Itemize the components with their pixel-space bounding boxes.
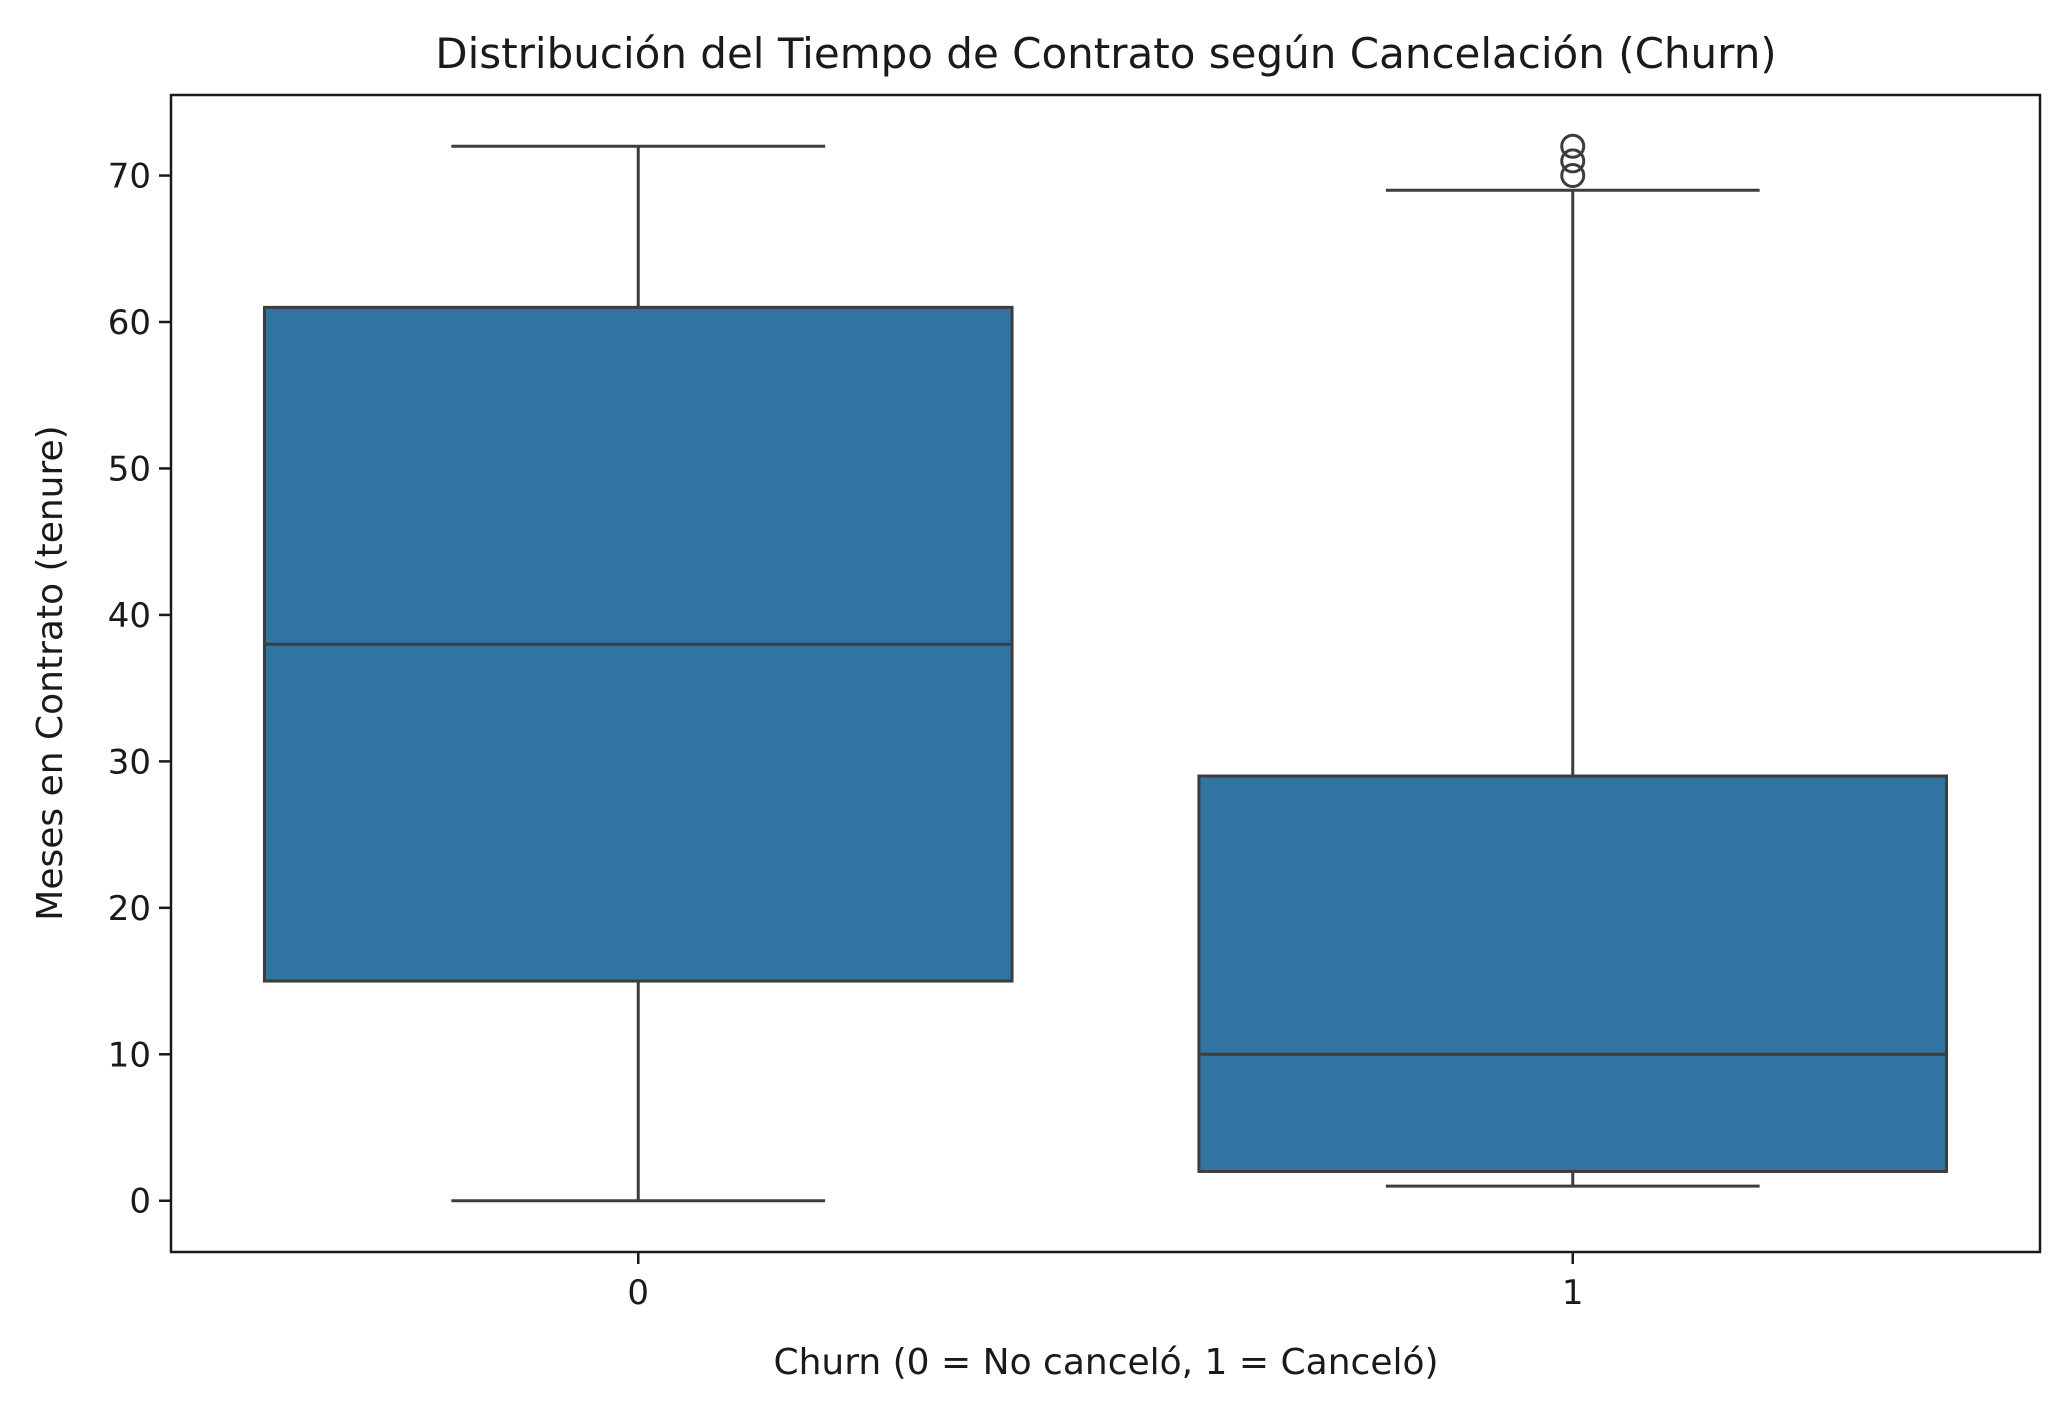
box-iqr [1197,774,1949,1173]
y-tick-label: 20 [108,889,151,929]
outlier-point [1560,148,1586,174]
y-tick-label: 30 [108,742,151,782]
x-tick-label: 1 [1562,1273,1584,1313]
y-tick-label: 50 [108,449,151,489]
box-group-0 [262,144,1014,1203]
y-tick-label: 10 [108,1035,151,1075]
x-tick-label: 0 [627,1273,649,1313]
y-tick-label: 70 [108,157,151,197]
outlier-point [1560,163,1586,189]
x-axis-label: Churn (0 = No canceló, 1 = Canceló) [773,1342,1438,1383]
y-tick-label: 0 [129,1182,151,1222]
y-axis-label: Meses en Contrato (tenure) [30,425,71,920]
y-tick-label: 40 [108,596,151,636]
outlier-point [1560,133,1586,159]
box-group-1 [1197,133,1949,1188]
plot-area: 0 10 20 30 40 50 60 70 0 1 [108,133,1949,1313]
y-tick-label: 60 [108,303,151,343]
plot-frame [169,93,2042,1254]
chart-title: Distribución del Tiempo de Contrato segú… [435,29,1776,78]
